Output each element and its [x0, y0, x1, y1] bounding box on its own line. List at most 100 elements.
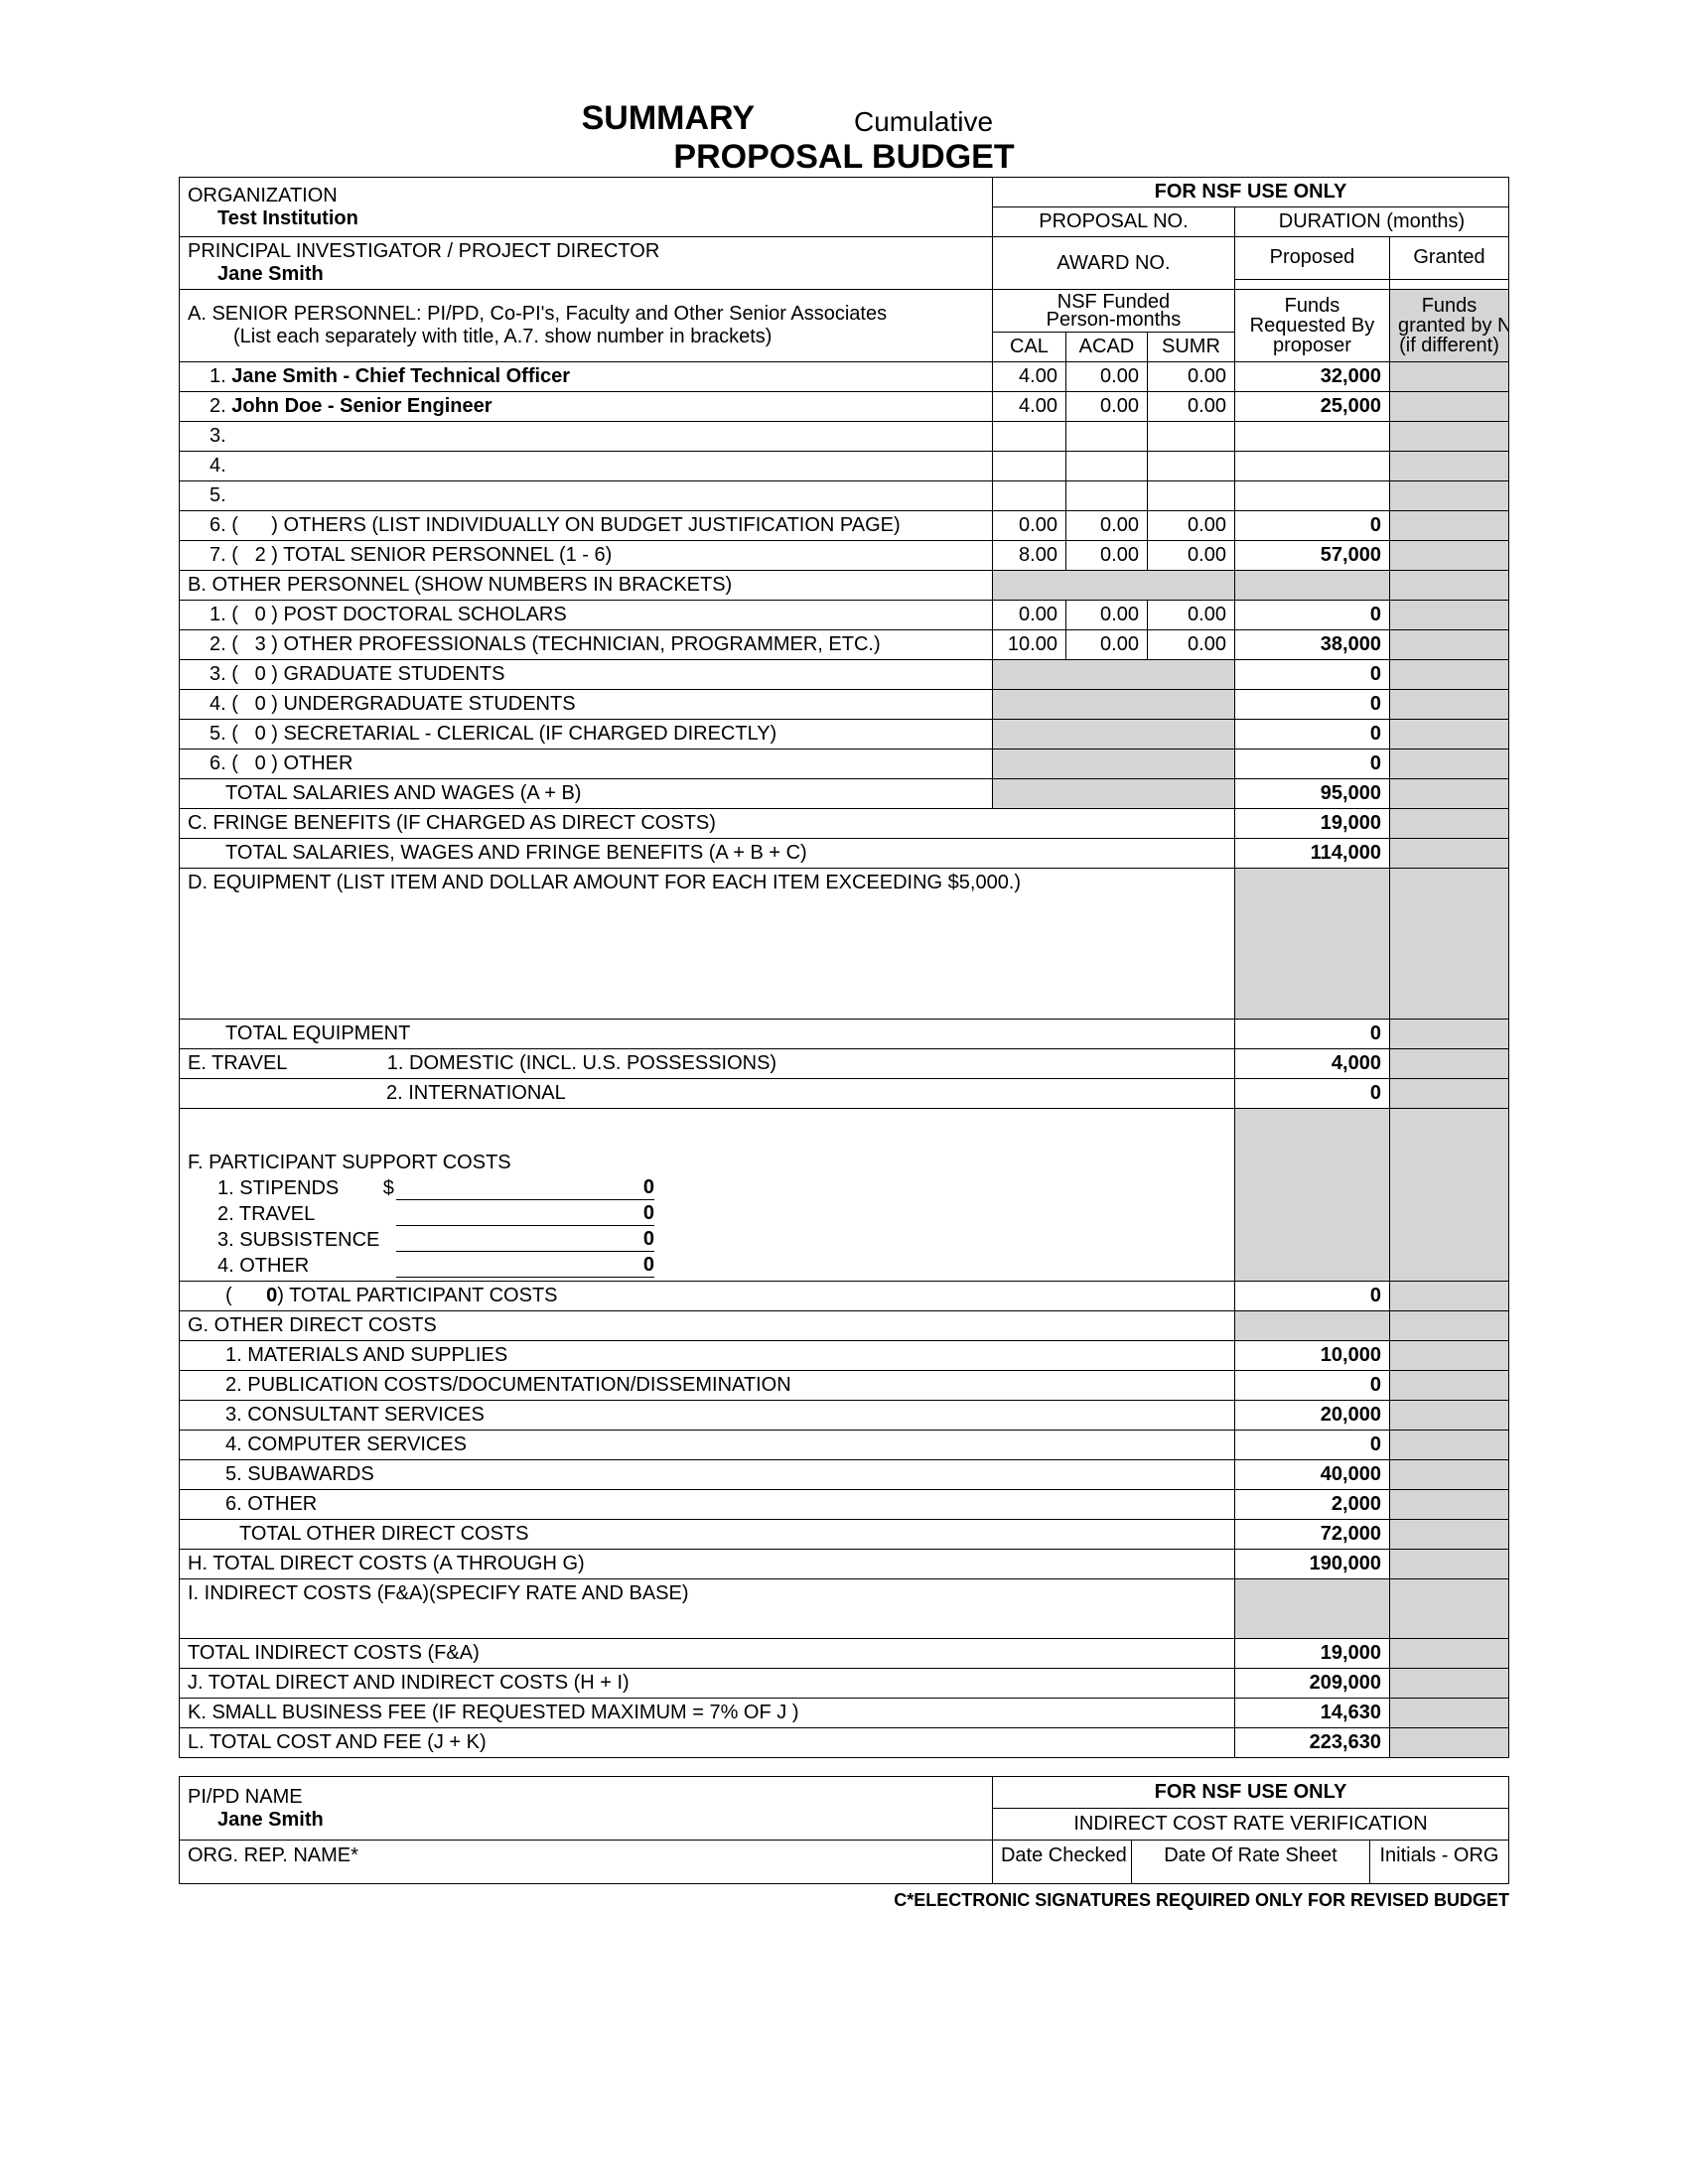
pi-pd-label: PI/PD NAME [188, 1786, 984, 1809]
pi-pd-name: Jane Smith [188, 1809, 984, 1832]
f-total-label: ) TOTAL PARTICIPANT COSTS [277, 1285, 557, 1306]
b3-label: 3. ( 0 ) GRADUATE STUDENTS [180, 660, 993, 690]
date-rate: Date Of Rate Sheet [1131, 1841, 1369, 1884]
a2-sumr: 0.00 [1147, 392, 1234, 422]
section-d-label: D. EQUIPMENT (LIST ITEM AND DOLLAR AMOUN… [180, 869, 1235, 1020]
g1-funds: 10,000 [1234, 1341, 1389, 1371]
g4-funds: 0 [1234, 1431, 1389, 1460]
g2-funds: 0 [1234, 1371, 1389, 1401]
g3-label: 3. CONSULTANT SERVICES [180, 1401, 1235, 1431]
section-e-label: E. TRAVEL [188, 1052, 287, 1074]
organization-name: Test Institution [188, 207, 984, 230]
a-others-label: 6. ( ) OTHERS (LIST INDIVIDUALLY ON BUDG… [180, 511, 993, 541]
section-f-head: F. PARTICIPANT SUPPORT COSTS [188, 1152, 1226, 1174]
organization-label: ORGANIZATION [188, 185, 984, 207]
funds-g-1: Funds [1398, 296, 1500, 316]
a2-acad: 0.00 [1065, 392, 1147, 422]
a1-acad: 0.00 [1065, 362, 1147, 392]
section-j-label: J. TOTAL DIRECT AND INDIRECT COSTS (H + … [180, 1669, 1235, 1699]
a-total-cal: 8.00 [992, 541, 1065, 571]
footnote: C*ELECTRONIC SIGNATURES REQUIRED ONLY FO… [179, 1890, 1509, 1911]
section-b-head: B. OTHER PERSONNEL (SHOW NUMBERS IN BRAC… [180, 571, 993, 601]
title-summary: SUMMARY [582, 99, 755, 138]
title-proposal-budget: PROPOSAL BUDGET [673, 138, 1014, 176]
b2-funds: 38,000 [1234, 630, 1389, 660]
proposed-value [1234, 279, 1389, 289]
e-row2: 2. INTERNATIONAL [386, 1082, 566, 1104]
d-total-funds: 0 [1234, 1020, 1389, 1049]
footer-verif: INDIRECT COST RATE VERIFICATION [992, 1809, 1508, 1841]
f-total-funds: 0 [1234, 1282, 1389, 1311]
a-others-funds: 0 [1234, 511, 1389, 541]
a-total-label: 7. ( 2 ) TOTAL SENIOR PERSONNEL (1 - 6) [180, 541, 993, 571]
col-acad: ACAD [1065, 333, 1147, 362]
section-g-head: G. OTHER DIRECT COSTS [180, 1311, 1235, 1341]
section-c-label: C. FRINGE BENEFITS (IF CHARGED AS DIRECT… [180, 809, 1235, 839]
e-row1-funds: 4,000 [1234, 1049, 1389, 1079]
k-funds: 14,630 [1234, 1699, 1389, 1728]
a-row-name: John Doe - Senior Engineer [231, 395, 492, 417]
a2-funds: 25,000 [1234, 392, 1389, 422]
g6-label: 6. OTHER [180, 1490, 1235, 1520]
granted-value [1389, 279, 1508, 289]
a3-label: 3. [180, 422, 993, 452]
a-row-name: Jane Smith - Chief Technical Officer [231, 365, 570, 387]
b-total-label: TOTAL SALARIES AND WAGES (A + B) [180, 779, 993, 809]
funds-req-3: proposer [1243, 336, 1381, 355]
title-cumulative: Cumulative [854, 106, 993, 137]
section-l-label: L. TOTAL COST AND FEE (J + K) [180, 1728, 1235, 1758]
b6-label: 6. ( 0 ) OTHER [180, 750, 993, 779]
d-total-label: TOTAL EQUIPMENT [180, 1020, 1235, 1049]
b2-label: 2. ( 3 ) OTHER PROFESSIONALS (TECHNICIAN… [180, 630, 993, 660]
funds-req-2: Requested By [1243, 316, 1381, 336]
l-funds: 223,630 [1234, 1728, 1389, 1758]
funds-req-1: Funds [1243, 296, 1381, 316]
col-cal: CAL [992, 333, 1065, 362]
section-a-head2: (List each separately with title, A.7. s… [188, 326, 984, 348]
granted-label: Granted [1389, 237, 1508, 280]
proposal-no-label: PROPOSAL NO. [992, 207, 1234, 237]
b6-funds: 0 [1234, 750, 1389, 779]
b2-acad: 0.00 [1065, 630, 1147, 660]
c-total-label: TOTAL SALARIES, WAGES AND FRINGE BENEFIT… [180, 839, 1235, 869]
i-total-label: TOTAL INDIRECT COSTS (F&A) [180, 1639, 1235, 1669]
footer-nsf-only: FOR NSF USE ONLY [992, 1777, 1508, 1809]
award-no-label: AWARD NO. [992, 237, 1234, 290]
b5-label: 5. ( 0 ) SECRETARIAL - CLERICAL (IF CHAR… [180, 720, 993, 750]
a2-granted [1389, 392, 1508, 422]
a-others-sumr: 0.00 [1147, 511, 1234, 541]
g3-funds: 20,000 [1234, 1401, 1389, 1431]
f3-label: 3. SUBSISTENCE [217, 1229, 396, 1252]
initials-org: Initials - ORG [1369, 1841, 1508, 1884]
c-total-funds: 114,000 [1234, 839, 1389, 869]
b4-label: 4. ( 0 ) UNDERGRADUATE STUDENTS [180, 690, 993, 720]
a-others-cal: 0.00 [992, 511, 1065, 541]
a-total-sumr: 0.00 [1147, 541, 1234, 571]
b-total-funds: 95,000 [1234, 779, 1389, 809]
f-total-count: 0 [237, 1285, 277, 1307]
g2-label: 2. PUBLICATION COSTS/DOCUMENTATION/DISSE… [180, 1371, 1235, 1401]
section-k-label: K. SMALL BUSINESS FEE (IF REQUESTED MAXI… [180, 1699, 1235, 1728]
e-row1: 1. DOMESTIC (INCL. U.S. POSSESSIONS) [387, 1052, 776, 1074]
funds-g-2: granted by NSF [1398, 316, 1500, 336]
pi-name: Jane Smith [188, 263, 984, 286]
pi-label: PRINCIPAL INVESTIGATOR / PROJECT DIRECTO… [188, 240, 984, 263]
a5-label: 5. [180, 481, 993, 511]
f1-label: 1. STIPENDS $ [217, 1177, 396, 1200]
f2-label: 2. TRAVEL [217, 1203, 396, 1226]
a-others-acad: 0.00 [1065, 511, 1147, 541]
f1-val: 0 [396, 1176, 654, 1200]
a1-cal: 4.00 [992, 362, 1065, 392]
budget-table: ORGANIZATION Test Institution FOR NSF US… [179, 177, 1509, 1758]
b5-funds: 0 [1234, 720, 1389, 750]
g5-label: 5. SUBAWARDS [180, 1460, 1235, 1490]
g6-funds: 2,000 [1234, 1490, 1389, 1520]
b1-acad: 0.00 [1065, 601, 1147, 630]
i-total-funds: 19,000 [1234, 1639, 1389, 1669]
g4-label: 4. COMPUTER SERVICES [180, 1431, 1235, 1460]
section-a-head1: A. SENIOR PERSONNEL: PI/PD, Co-PI's, Fac… [188, 303, 984, 326]
a-row-n: 1. [210, 365, 226, 387]
b2-sumr: 0.00 [1147, 630, 1234, 660]
b2-cal: 10.00 [992, 630, 1065, 660]
g-total-label: TOTAL OTHER DIRECT COSTS [180, 1520, 1235, 1550]
